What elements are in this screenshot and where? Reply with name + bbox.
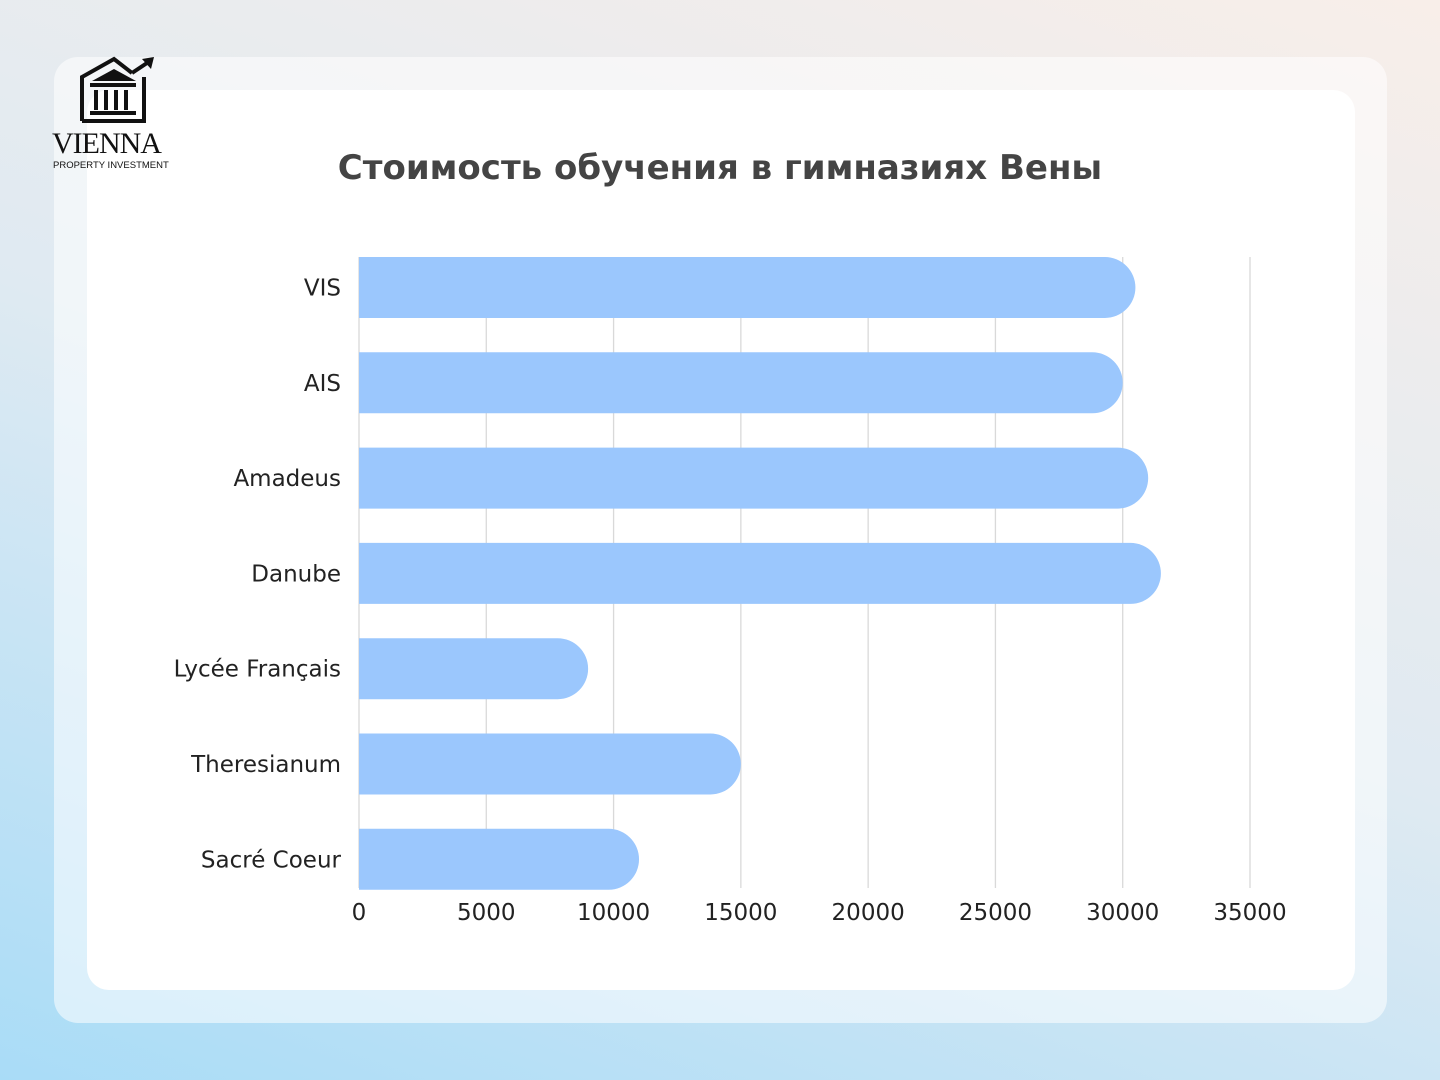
category-label: Amadeus [233,466,341,492]
bar [359,352,1123,414]
x-tick-label: 25000 [959,900,1032,926]
x-tick-label: 5000 [457,900,516,926]
x-tick-label: 10000 [577,900,650,926]
category-label: VIS [304,276,341,302]
x-tick-label: 30000 [1086,900,1159,926]
bar [359,257,1136,318]
x-tick-label: 0 [352,900,367,926]
bar [359,828,640,890]
company-logo: VIENNA PROPERTY INVESTMENT [52,55,178,175]
category-label: Theresianum [190,752,341,778]
bar [359,542,1161,604]
chart-card [87,90,1355,990]
logo-subtitle: PROPERTY INVESTMENT [53,160,169,171]
category-label: Danube [251,561,341,587]
x-tick-label: 15000 [704,900,777,926]
category-label: Lycée Français [174,657,341,683]
category-label: Sacré Coeur [201,847,342,873]
bar [359,638,589,700]
x-tick-label: 20000 [832,900,905,926]
x-tick-label: 35000 [1213,900,1286,926]
category-label: AIS [304,371,341,397]
bar [359,733,741,795]
logo-wordmark: VIENNA [52,127,162,160]
building-arrow-icon [80,56,154,123]
chart-title: Стоимость обучения в гимназиях Вены [337,148,1103,188]
bar [359,447,1149,509]
